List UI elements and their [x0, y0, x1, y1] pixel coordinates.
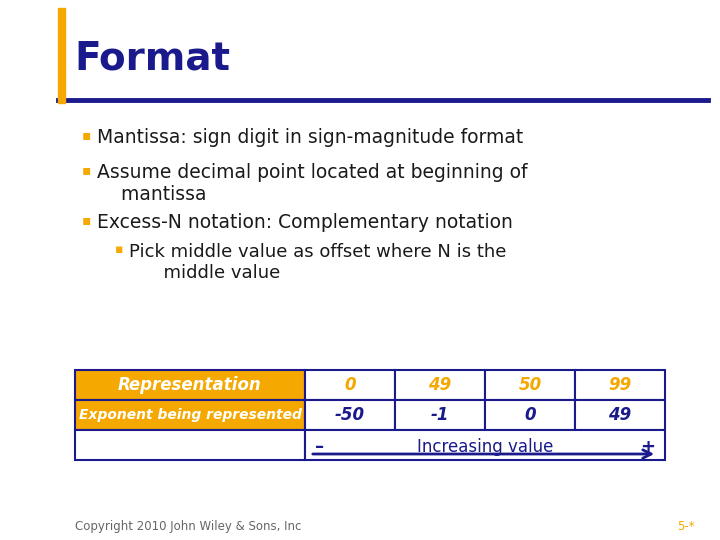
Bar: [305, 370, 395, 400]
Text: 50: 50: [518, 376, 541, 394]
Bar: [575, 400, 665, 430]
Text: Excess-N notation: Complementary notation: Excess-N notation: Complementary notatio…: [97, 213, 513, 232]
Text: Representation: Representation: [118, 376, 262, 394]
Text: Copyright 2010 John Wiley & Sons, Inc: Copyright 2010 John Wiley & Sons, Inc: [75, 520, 302, 533]
Bar: [395, 400, 485, 430]
Bar: [58, 8, 65, 103]
Bar: [395, 370, 485, 400]
Text: Exponent being represented: Exponent being represented: [78, 408, 302, 422]
Text: ▪: ▪: [82, 128, 91, 142]
Text: ▪: ▪: [115, 243, 124, 256]
Text: 0: 0: [344, 376, 356, 394]
Text: Mantissa: sign digit in sign-magnitude format: Mantissa: sign digit in sign-magnitude f…: [97, 128, 523, 147]
Text: 49: 49: [428, 376, 451, 394]
Text: 49: 49: [608, 406, 631, 424]
Text: -1: -1: [431, 406, 449, 424]
Text: 99: 99: [608, 376, 631, 394]
Text: ▪: ▪: [82, 163, 91, 177]
Text: Format: Format: [74, 39, 230, 77]
Text: ▪: ▪: [82, 213, 91, 227]
Text: Pick middle value as offset where N is the
      middle value: Pick middle value as offset where N is t…: [129, 243, 506, 282]
Text: -50: -50: [335, 406, 365, 424]
Bar: [485, 370, 575, 400]
Text: Assume decimal point located at beginning of
    mantissa: Assume decimal point located at beginnin…: [97, 163, 528, 204]
Text: 5-*: 5-*: [678, 520, 695, 533]
Bar: [75, 400, 305, 430]
Bar: [305, 400, 395, 430]
Bar: [485, 400, 575, 430]
Text: Increasing value: Increasing value: [417, 438, 553, 456]
Bar: [75, 430, 305, 460]
Text: +: +: [640, 438, 655, 456]
Bar: [575, 370, 665, 400]
Text: –: –: [315, 438, 324, 456]
Text: 0: 0: [524, 406, 536, 424]
Bar: [305, 430, 665, 460]
Bar: [75, 370, 305, 400]
